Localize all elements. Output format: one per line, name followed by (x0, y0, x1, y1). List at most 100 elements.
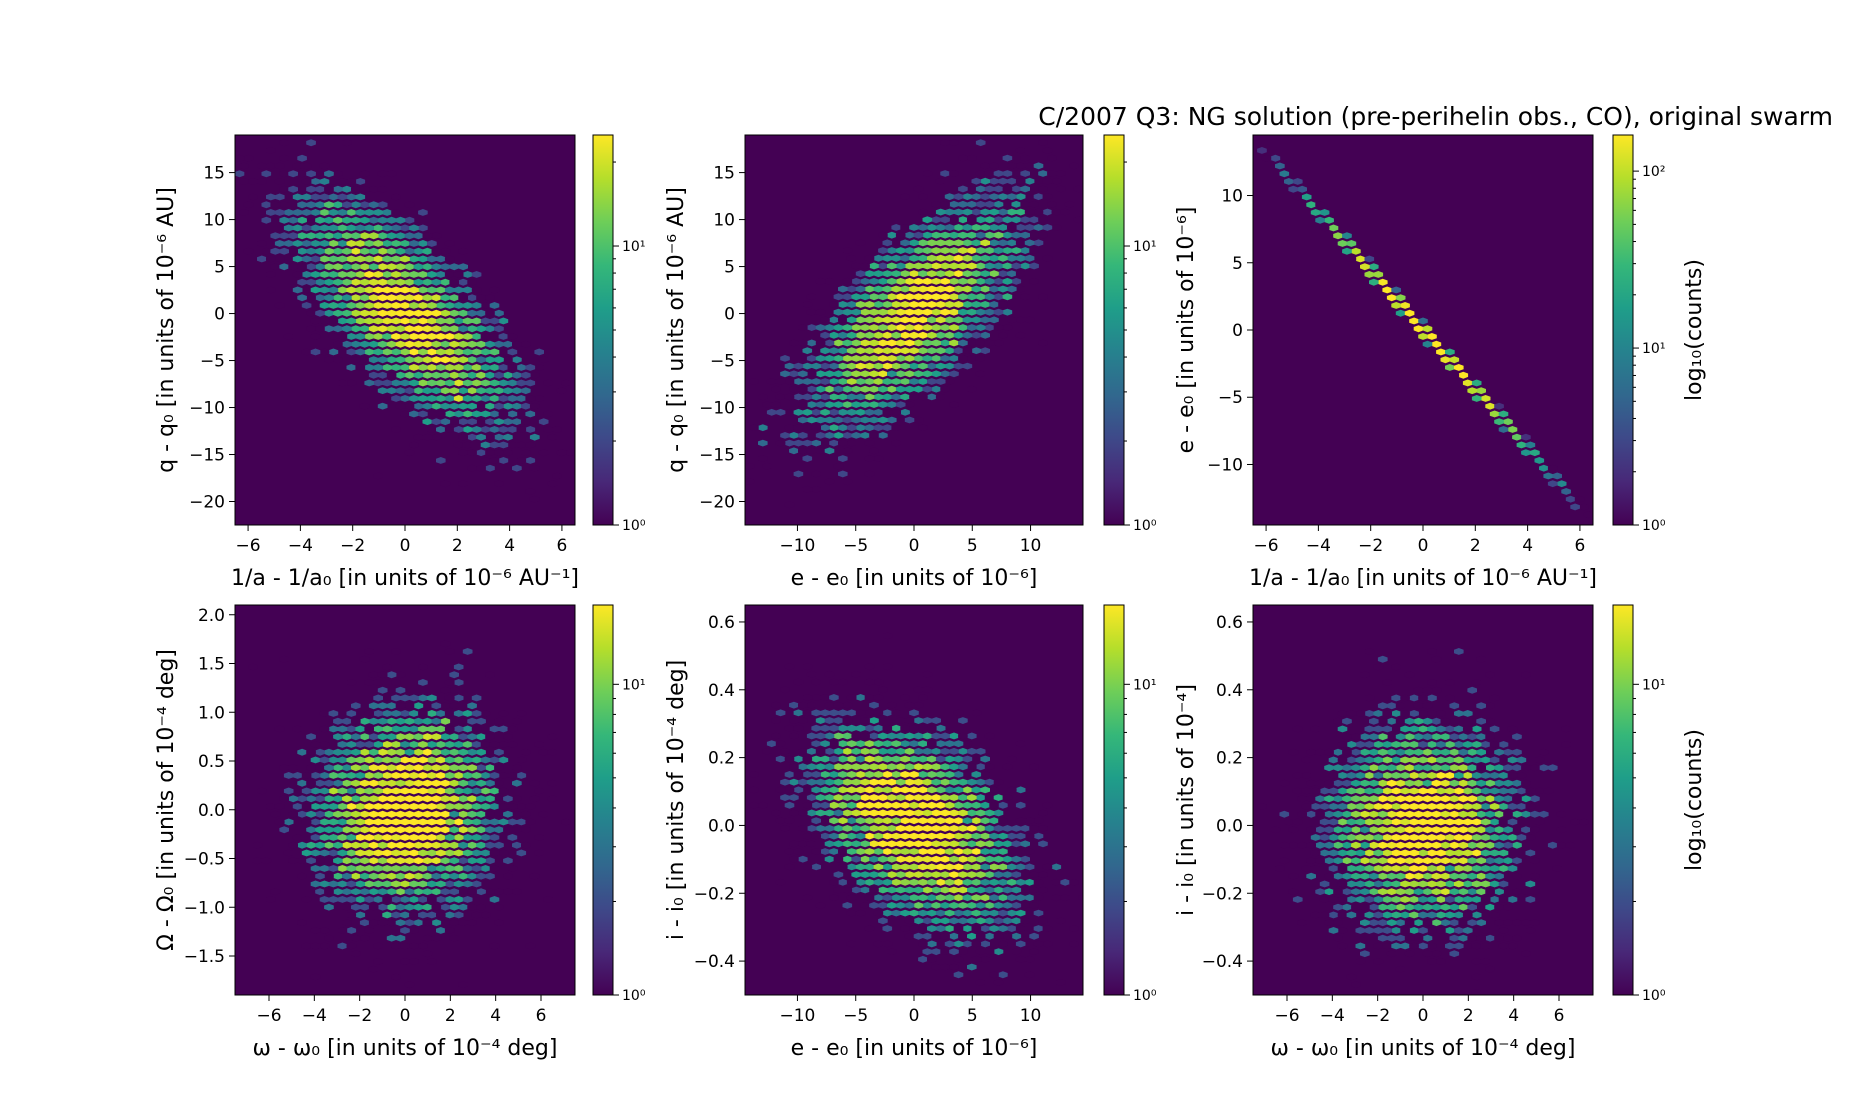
hex-cell (749, 771, 759, 778)
hex-cell (480, 834, 491, 841)
hex-cell (324, 903, 334, 911)
hex-cell (449, 764, 459, 772)
hex-cell (1377, 826, 1388, 834)
hex-cell (319, 302, 330, 309)
hex-cell (1422, 934, 1433, 942)
hex-cell (1360, 748, 1370, 756)
hex-cell (1418, 317, 1428, 325)
hex-cell (927, 832, 937, 840)
hex-cell (873, 709, 884, 717)
hex-cell (297, 232, 307, 240)
hex-cell (1507, 772, 1518, 779)
hex-cell (453, 271, 464, 278)
hex-cell (494, 480, 504, 488)
hex-cell (1257, 147, 1267, 154)
hex-cell (315, 232, 325, 240)
hex-cell (815, 324, 826, 331)
hex-cell (918, 378, 928, 385)
hex-cell (529, 872, 540, 880)
hex-cell (1530, 857, 1540, 865)
hex-cell (512, 371, 522, 379)
hex-cell (1512, 872, 1522, 880)
hex-cell (355, 896, 366, 903)
hex-cell (467, 857, 477, 865)
hex-cell (1364, 880, 1375, 888)
hex-cell (1015, 162, 1026, 170)
hex-cell (1015, 786, 1026, 794)
hex-cell (824, 416, 835, 424)
hex-cell (913, 686, 924, 694)
hex-cell (467, 387, 477, 395)
hex-cell (1413, 872, 1424, 880)
hex-cell (891, 724, 901, 732)
hex-cell (1458, 748, 1469, 756)
hex-cell (1333, 857, 1343, 865)
hex-cell (422, 278, 433, 286)
hex-cell (958, 794, 968, 801)
hex-cell (292, 834, 303, 841)
hex-cell (453, 395, 464, 402)
hex-cell (922, 324, 933, 331)
hex-cell (829, 817, 839, 825)
hex-cell (1015, 239, 1026, 247)
hex-cell (1454, 865, 1464, 872)
hex-cell (851, 293, 861, 301)
hex-cell (864, 285, 875, 293)
hex-cell (1436, 741, 1446, 748)
hex-cell (811, 848, 821, 855)
hex-cell (935, 786, 946, 794)
hex-cell (1471, 880, 1482, 888)
hex-cell (342, 748, 352, 756)
hex-cell (1373, 803, 1384, 810)
hex-cell (1056, 979, 1066, 986)
hex-cell (359, 309, 370, 317)
hex-cell (931, 840, 941, 848)
hex-cell (1342, 888, 1352, 896)
hex-cell (480, 457, 491, 464)
hex-cell (444, 725, 455, 733)
hex-cell (873, 347, 884, 355)
hex-cell (525, 379, 536, 387)
hex-cell (895, 308, 906, 316)
hex-cell (824, 732, 835, 740)
hex-cell (1458, 733, 1469, 741)
hex-cell (1377, 278, 1388, 286)
hex-cell (1297, 810, 1307, 818)
x-tick-label: 4 (490, 1006, 501, 1026)
hex-cell (944, 940, 955, 948)
hex-cell (838, 740, 848, 748)
hex-cell (940, 277, 950, 285)
hex-cell (1301, 756, 1312, 764)
hex-cell (904, 355, 915, 362)
x-tick-label: −4 (1320, 1006, 1345, 1026)
hex-cell (328, 772, 339, 779)
hex-cell (1355, 834, 1366, 841)
hex-cell (882, 347, 893, 355)
hex-cell (958, 778, 968, 786)
hex-cell (382, 849, 392, 857)
hex-cell (1409, 896, 1419, 903)
hex-cell (882, 755, 893, 763)
hex-cell (829, 439, 839, 447)
hex-cell (1422, 950, 1433, 958)
hex-cell (1024, 955, 1035, 963)
hex-cell (467, 919, 477, 927)
hex-cell (829, 709, 839, 717)
hex-cell (798, 401, 808, 408)
hex-cell (984, 200, 995, 208)
hex-cell (453, 818, 464, 826)
hex-cell (1462, 803, 1473, 810)
hex-cell (1431, 903, 1442, 911)
hex-cell (1002, 231, 1013, 239)
hex-cell (949, 902, 959, 909)
hex-cell (745, 462, 755, 470)
hex-cell (851, 732, 861, 740)
hex-cell (798, 370, 808, 378)
hex-cell (989, 863, 999, 871)
hex-cell (1480, 772, 1491, 779)
hex-cell (462, 787, 473, 795)
hex-cell (359, 888, 370, 896)
hex-cell (860, 747, 870, 755)
hex-cell (386, 888, 397, 896)
hex-cell (458, 480, 468, 488)
